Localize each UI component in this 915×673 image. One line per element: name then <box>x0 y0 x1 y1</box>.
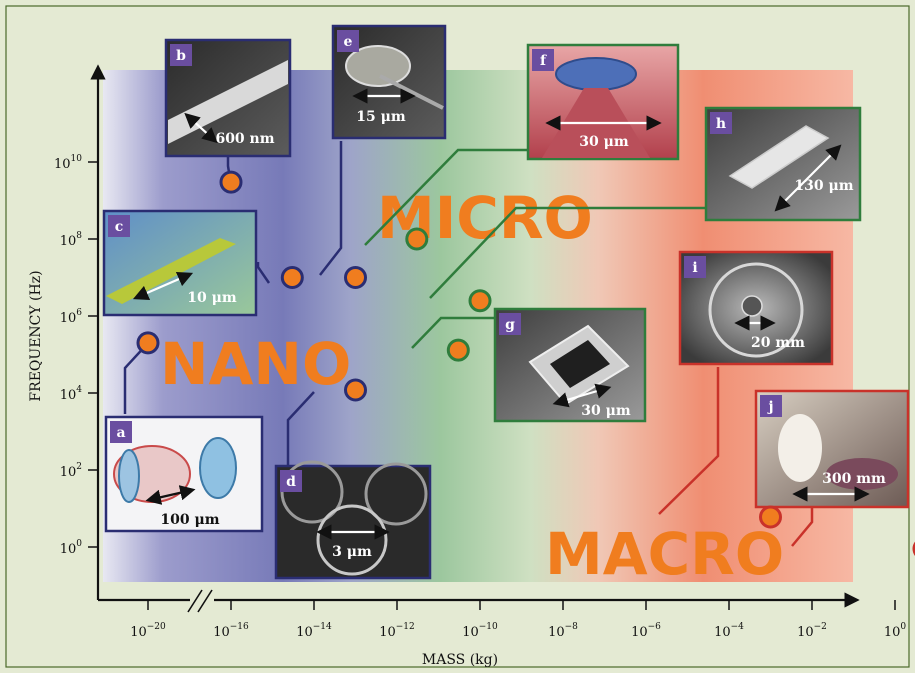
data-point-d <box>344 378 367 402</box>
axis-break-mark <box>187 589 203 613</box>
inset-e-label: e <box>344 34 353 50</box>
inset-d-badge <box>280 470 302 492</box>
inset-a-scale-arrow <box>145 485 196 505</box>
data-point-f <box>405 227 429 251</box>
data-point-a <box>136 331 160 355</box>
inset-c-badge <box>108 215 130 237</box>
inset-d-label: d <box>286 474 296 490</box>
inset-j-mirror <box>826 458 898 490</box>
inset-j-label: j <box>766 399 773 415</box>
data-point-b <box>219 170 243 194</box>
inset-a-mirror <box>199 437 237 499</box>
inset-e-badge <box>337 30 359 52</box>
inset-f-label: f <box>540 53 547 69</box>
data-point-g <box>446 338 470 362</box>
inset-i-chamber <box>708 262 804 358</box>
data-markers <box>136 170 915 556</box>
connector-h <box>429 206 706 299</box>
inset-b-badge <box>170 44 192 66</box>
inset-h-scale-arrow <box>774 144 842 212</box>
data-point-i <box>759 505 782 529</box>
inset-j-badge <box>760 395 782 417</box>
connector-g <box>411 316 496 349</box>
inset-i-label: i <box>692 260 697 276</box>
regime-label-nano: NANO <box>160 330 351 398</box>
inset-a-badge <box>110 421 132 443</box>
connector-f <box>364 148 528 246</box>
regime-label-macro: MACRO <box>545 520 784 588</box>
inset-h-scale: 130 μm <box>794 178 853 194</box>
inset-f-toroid <box>555 57 637 91</box>
inset-b: 600 nm b <box>164 38 292 158</box>
inset-e: 15 μm e <box>331 24 447 140</box>
connector-c <box>256 262 271 284</box>
inset-a-label: a <box>116 425 125 441</box>
inset-h-badge <box>710 112 732 134</box>
inset-f-badge <box>532 49 554 71</box>
connector-d <box>286 391 315 468</box>
inset-g-scale-arrow <box>552 383 612 408</box>
data-point-c <box>280 266 304 289</box>
inset-c-scale-arrow <box>132 272 194 300</box>
inset-d-scale: 3 μm <box>332 544 372 560</box>
inset-a-mirror <box>118 449 140 503</box>
inset-b-scale: 600 nm <box>215 131 274 147</box>
data-point-h <box>468 289 492 313</box>
inset-g-label: g <box>505 317 515 333</box>
inset-d-cell <box>364 462 428 526</box>
y-axis-title: FREQUENCY (Hz) <box>28 270 44 401</box>
connector-e <box>319 141 343 276</box>
inset-i-scale: 20 mm <box>751 335 805 351</box>
connector-i <box>658 367 720 515</box>
inset-b-scale-arrow <box>184 112 218 144</box>
x-axis-title: MASS (kg) <box>422 652 498 668</box>
inset-b-label: b <box>176 48 186 64</box>
inset-d: 3 μm d <box>274 460 432 580</box>
inset-i-badge <box>684 256 706 278</box>
inset-h-label: h <box>716 116 726 132</box>
inset-j: 300 mm j <box>754 389 910 509</box>
data-point-e <box>344 266 367 289</box>
inset-c-label: c <box>115 219 124 235</box>
inset-g-window <box>550 340 610 388</box>
inset-a: 100 μm a <box>104 415 264 533</box>
inset-g-scale: 30 μm <box>581 403 631 419</box>
inset-f: 30 μm f <box>526 43 680 161</box>
inset-c-scale: 10 μm <box>187 290 237 306</box>
connector-j <box>791 508 814 547</box>
inset-f-scale: 30 μm <box>579 134 629 150</box>
inset-c: 10 μm c <box>102 209 258 317</box>
inset-e-disk <box>345 45 411 87</box>
inset-j-scale: 300 mm <box>822 471 886 487</box>
inset-j-technician <box>778 414 822 482</box>
inset-i-test-mass <box>741 295 763 317</box>
inset-i: 20 mm i <box>678 250 834 366</box>
inset-g-badge <box>499 313 521 335</box>
inset-a-scale: 100 μm <box>160 512 219 528</box>
inset-h: 130 μm h <box>704 106 862 222</box>
inset-e-scale: 15 μm <box>356 109 406 125</box>
axis-break-mark <box>197 589 213 613</box>
inset-d-cell <box>316 504 388 576</box>
inset-g: 30 μm g <box>493 307 647 423</box>
